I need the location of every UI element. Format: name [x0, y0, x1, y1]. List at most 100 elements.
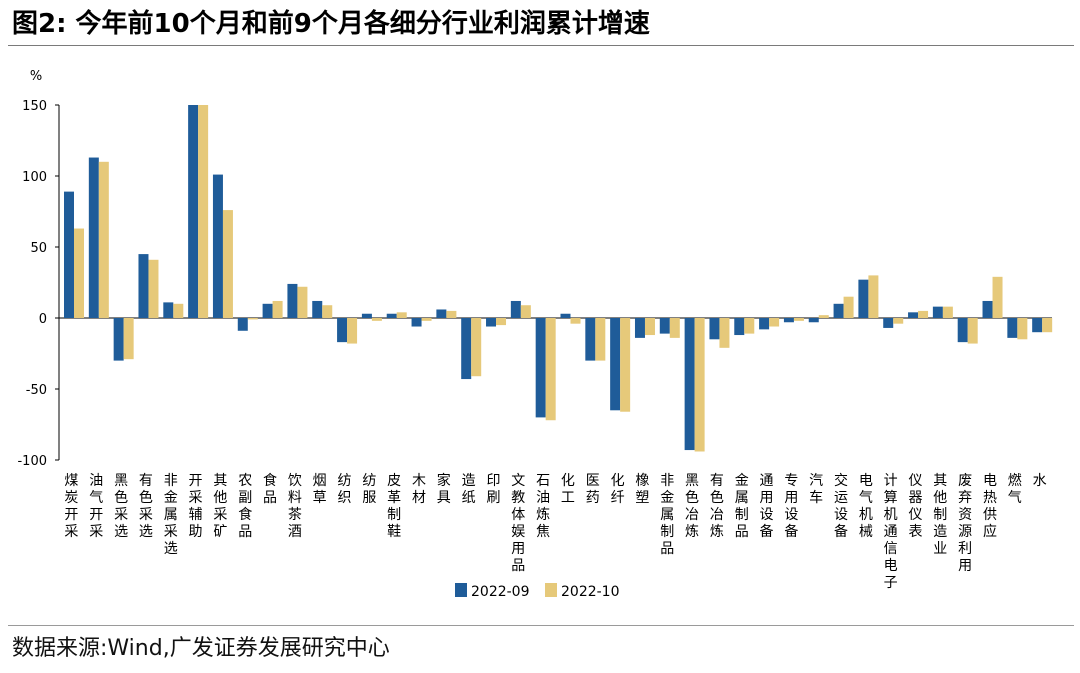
- bar-2022-09-23: [610, 318, 621, 411]
- category-label: 黑色冶炼: [685, 473, 699, 540]
- bar-2022-10-26: [694, 318, 705, 452]
- bar-2022-09-9: [262, 303, 273, 318]
- category-label: 油气开采: [89, 473, 103, 540]
- bar-2022-10-7: [222, 210, 233, 318]
- category-label: 家具: [437, 472, 451, 506]
- category-label: 汽车: [809, 473, 823, 506]
- category-label: 计算机通信电子: [884, 473, 898, 591]
- bar-2022-10-6: [198, 105, 209, 318]
- category-label: 黑色采选: [114, 473, 128, 540]
- category-label: 食品: [263, 472, 277, 506]
- bar-2022-09-12: [337, 318, 348, 343]
- category-label: 其他制造业: [933, 473, 947, 557]
- bar-2022-09-5: [163, 302, 174, 318]
- bar-2022-09-13: [361, 313, 372, 318]
- bar-2022-10-35: [918, 310, 929, 318]
- bar-2022-09-8: [237, 318, 248, 331]
- bar-2022-09-36: [932, 306, 943, 318]
- bar-2022-09-6: [188, 105, 199, 318]
- bar-2022-09-14: [386, 313, 397, 318]
- y-tick-label: 50: [30, 241, 47, 256]
- bar-2022-10-37: [967, 318, 978, 344]
- legend-label-2022-10: 2022-10: [561, 584, 620, 600]
- bar-2022-09-20: [535, 318, 546, 418]
- bar-2022-10-4: [148, 259, 159, 318]
- bar-2022-10-24: [644, 318, 655, 336]
- bar-2022-09-22: [585, 318, 596, 361]
- category-label: 医药: [586, 473, 600, 506]
- bar-2022-10-16: [446, 310, 457, 318]
- title-divider: [8, 45, 1074, 46]
- bar-2022-09-40: [1032, 318, 1043, 333]
- source-divider: [8, 625, 1074, 626]
- bar-2022-10-2: [98, 161, 109, 318]
- category-label: 皮革制鞋: [387, 473, 401, 540]
- bar-2022-10-27: [719, 318, 730, 348]
- bar-2022-09-10: [287, 283, 298, 318]
- bars: [64, 105, 1053, 452]
- category-label: 煤炭开采: [64, 473, 78, 540]
- y-tick-label: -50: [26, 383, 47, 398]
- bar-2022-09-37: [957, 318, 968, 343]
- category-label: 饮料茶酒: [288, 473, 302, 540]
- bar-2022-09-38: [982, 300, 993, 318]
- category-label: 有色冶炼: [710, 473, 724, 540]
- bar-2022-09-32: [833, 303, 844, 318]
- bar-2022-10-39: [1017, 318, 1028, 340]
- bar-2022-10-22: [595, 318, 606, 361]
- legend-swatch-2022-10: [545, 583, 557, 597]
- bar-2022-10-12: [347, 318, 358, 344]
- category-label: 有色采选: [139, 473, 153, 540]
- bar-2022-09-31: [808, 318, 819, 323]
- category-label: 烟草: [313, 473, 327, 506]
- bar-2022-09-24: [634, 318, 645, 338]
- y-tick-label: -100: [17, 454, 47, 469]
- category-label: 交运设备: [834, 472, 848, 540]
- y-tick-label: 100: [22, 170, 47, 185]
- legend-label-2022-09: 2022-09: [471, 584, 530, 600]
- category-label: 文教体娱用品: [511, 473, 525, 574]
- bar-2022-09-4: [138, 254, 149, 318]
- bar-2022-10-9: [272, 300, 283, 318]
- category-label: 废弃资源利用: [958, 473, 972, 574]
- bar-2022-10-11: [322, 305, 333, 318]
- bar-2022-09-34: [883, 318, 894, 328]
- bar-2022-10-29: [769, 318, 780, 327]
- bar-2022-10-32: [843, 296, 854, 318]
- bar-2022-09-28: [734, 318, 745, 336]
- bar-2022-10-17: [471, 318, 482, 377]
- legend: 2022-09 2022-10: [455, 583, 620, 600]
- bar-2022-09-1: [64, 191, 74, 318]
- bar-2022-10-40: [1042, 318, 1053, 333]
- bar-2022-10-13: [371, 318, 382, 321]
- category-label: 通用设备: [760, 473, 774, 540]
- bar-2022-09-39: [1007, 318, 1018, 338]
- bar-2022-10-20: [545, 318, 556, 421]
- bar-2022-10-21: [570, 318, 581, 324]
- bar-2022-09-26: [684, 318, 695, 451]
- category-label: 化工: [561, 473, 575, 506]
- y-axis: % -100 -50 0 50 100 150: [17, 69, 1052, 469]
- bar-2022-09-35: [908, 312, 919, 318]
- bar-2022-09-25: [659, 318, 670, 334]
- category-label: 电气机械: [859, 473, 873, 540]
- category-label: 纺服: [362, 473, 376, 506]
- bar-2022-09-15: [411, 318, 422, 327]
- bar-2022-09-17: [461, 318, 472, 380]
- bar-2022-10-8: [247, 318, 258, 320]
- bar-2022-10-5: [173, 303, 184, 318]
- x-axis-labels: 煤炭开采油气开采黑色采选有色采选非金属采选开采辅助其他采矿农副食品食品饮料茶酒烟…: [64, 472, 1046, 591]
- bar-2022-10-28: [744, 318, 755, 334]
- category-label: 其他采矿: [213, 473, 227, 540]
- bar-2022-10-25: [669, 318, 680, 338]
- bar-2022-10-38: [992, 276, 1003, 318]
- source-note: 数据来源:Wind,广发证券发展研究中心: [12, 636, 390, 661]
- bar-chart: % -100 -50 0 50 100 150 煤炭开采油气开采黑色采选有色采选非金属采选开…: [17, 69, 1053, 600]
- bar-2022-10-34: [893, 318, 904, 324]
- bar-2022-09-11: [312, 300, 323, 318]
- category-label: 石油炼焦: [536, 473, 550, 540]
- category-label: 造纸: [462, 473, 476, 506]
- category-label: 非金属采选: [164, 473, 178, 557]
- bar-2022-10-23: [620, 318, 631, 412]
- category-label: 开采辅助: [189, 473, 203, 540]
